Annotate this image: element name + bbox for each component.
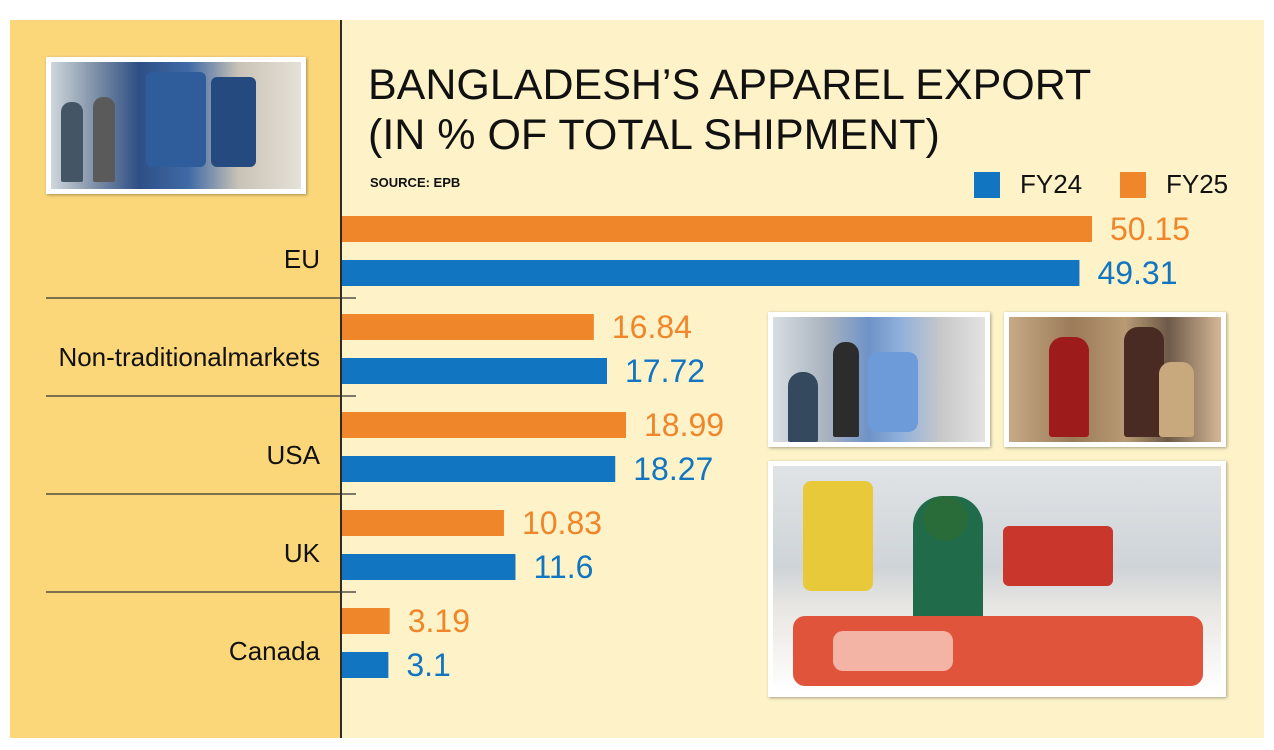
legend-item-fy24: FY24 (974, 169, 1082, 200)
data-label-fy25: 16.84 (612, 309, 692, 345)
category-label: UK (284, 538, 321, 568)
bar-fy25 (342, 412, 626, 438)
mannequins-photo (1004, 312, 1226, 447)
infographic-panel: BANGLADESH’S APPAREL EXPORT (IN % OF TOT… (10, 20, 1264, 738)
bar-fy25 (342, 510, 504, 536)
fair-visitors-photo (768, 312, 990, 447)
bar-fy25 (342, 608, 390, 634)
chart-title: BANGLADESH’S APPAREL EXPORT (IN % OF TOT… (368, 60, 1091, 160)
data-label-fy24: 3.1 (406, 647, 450, 683)
data-label-fy25: 10.83 (522, 505, 602, 541)
category-label: USA (267, 440, 321, 470)
bar-fy24 (342, 652, 389, 678)
category-label: Non-traditionalmarkets (58, 342, 320, 372)
legend-label-fy24: FY24 (1020, 169, 1083, 199)
legend-item-fy25: FY25 (1120, 169, 1228, 200)
data-label-fy25: 3.19 (408, 603, 470, 639)
data-label-fy25: 18.99 (644, 407, 724, 443)
chart-title-line2: (IN % OF TOTAL SHIPMENT) (368, 111, 940, 159)
legend-swatch-fy24 (974, 171, 1000, 198)
source-note: SOURCE: EPB (370, 175, 461, 190)
data-label-fy24: 17.72 (625, 353, 705, 389)
category-label: EU (284, 244, 320, 274)
data-label-fy25: 50.15 (1110, 211, 1190, 247)
bar-chart: EU 50.15 49.31 Non-traditionalmarkets 16.84 1… (46, 211, 1190, 683)
bar-fy24 (342, 456, 616, 482)
chart-title-line1: BANGLADESH’S APPAREL EXPORT (368, 61, 1092, 109)
data-label-fy24: 18.27 (633, 451, 713, 487)
bar-fy25 (342, 216, 1092, 242)
denim-shop-photo (46, 57, 306, 194)
data-label-fy24: 11.6 (533, 549, 593, 585)
category-label: Canada (229, 636, 321, 666)
bar-fy24 (342, 358, 608, 384)
bar-fy25 (342, 314, 594, 340)
legend-swatch-fy25 (1120, 171, 1146, 198)
factory-worker-photo (768, 461, 1226, 697)
legend-label-fy25: FY25 (1166, 169, 1229, 199)
bar-fy24 (342, 260, 1080, 286)
bar-fy24 (342, 554, 516, 580)
data-label-fy24: 49.31 (1097, 255, 1177, 291)
